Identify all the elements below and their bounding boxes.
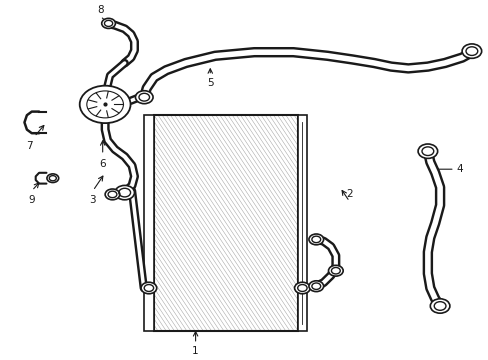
Text: 4: 4 bbox=[455, 164, 462, 174]
Circle shape bbox=[80, 86, 130, 123]
Circle shape bbox=[294, 282, 309, 294]
Circle shape bbox=[461, 44, 481, 58]
Bar bbox=[143, 115, 154, 331]
Circle shape bbox=[417, 144, 437, 158]
Text: 6: 6 bbox=[99, 159, 106, 169]
Circle shape bbox=[105, 189, 120, 200]
Text: 7: 7 bbox=[26, 141, 33, 151]
Circle shape bbox=[102, 18, 115, 28]
Text: 1: 1 bbox=[192, 346, 199, 356]
Circle shape bbox=[135, 91, 153, 104]
Circle shape bbox=[308, 234, 323, 245]
Bar bbox=[154, 115, 298, 331]
Circle shape bbox=[328, 265, 343, 276]
Text: 2: 2 bbox=[346, 189, 352, 199]
Text: 3: 3 bbox=[89, 195, 96, 205]
Circle shape bbox=[429, 299, 449, 313]
Circle shape bbox=[141, 282, 156, 294]
Bar bbox=[154, 115, 298, 331]
Circle shape bbox=[47, 174, 59, 183]
Bar bbox=[298, 115, 306, 331]
Text: 8: 8 bbox=[97, 5, 103, 15]
Text: 9: 9 bbox=[28, 195, 35, 205]
Circle shape bbox=[115, 185, 134, 200]
Circle shape bbox=[308, 281, 323, 292]
Text: 5: 5 bbox=[206, 78, 213, 88]
